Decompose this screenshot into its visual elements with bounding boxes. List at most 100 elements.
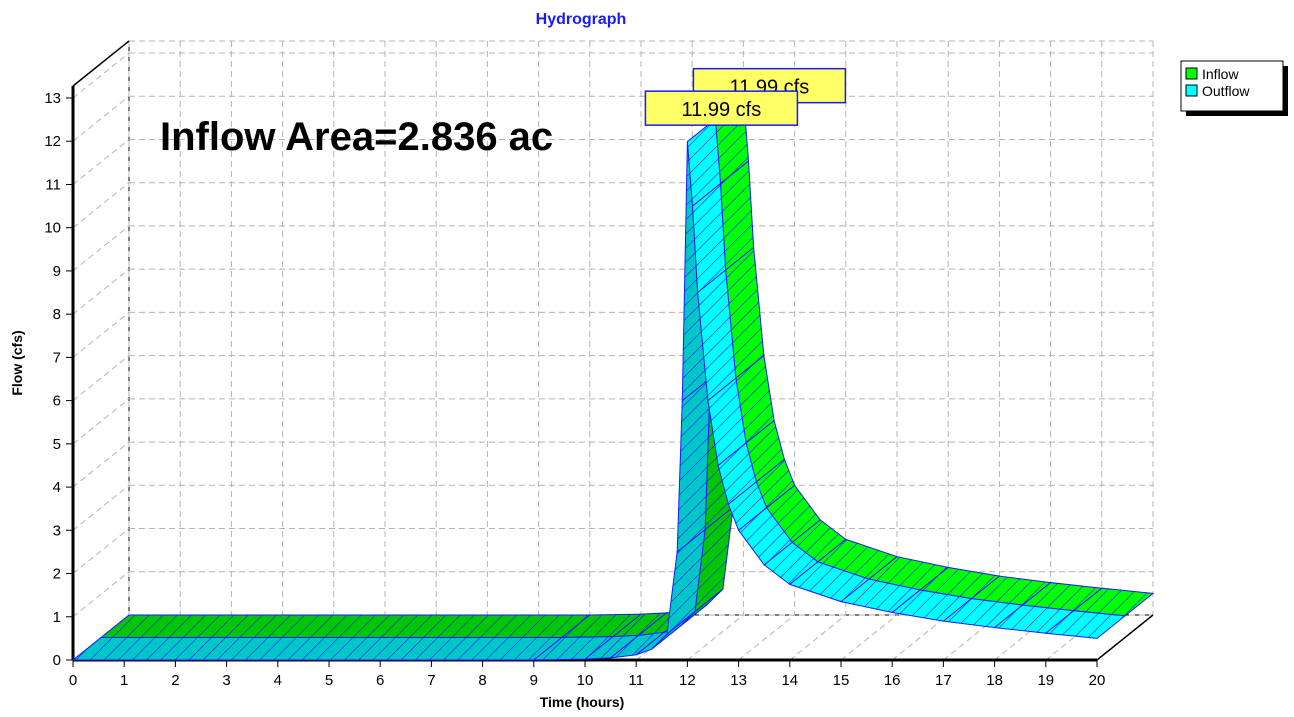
ribbon-hatch: [971, 576, 1051, 606]
grid-side-line-y: [72, 52, 130, 99]
ribbon-hatch: [692, 183, 726, 293]
x-tick-label: 18: [986, 672, 1003, 689]
ribbon-hatch: [892, 589, 972, 622]
peak-label: 11.99 cfs: [682, 99, 762, 121]
y-tick-label: 10: [44, 220, 61, 237]
x-tick-label: 11: [628, 672, 644, 689]
y-tick-label: 13: [44, 90, 61, 107]
ribbon-hatch: [735, 355, 775, 443]
grid-floor-line-x: [943, 614, 1000, 661]
x-tick-label: 9: [530, 672, 538, 689]
grid-side-line-y: [72, 139, 130, 185]
x-tick-label: 8: [478, 672, 486, 689]
series-inflow: [99, 95, 1155, 639]
peak-label-box: [644, 90, 799, 126]
x-tick-label: 20: [1089, 672, 1106, 689]
chart-title: Hydrograph: [536, 11, 627, 28]
ribbon-hatch: [687, 119, 721, 207]
series-layer: [71, 95, 1155, 661]
grid-floor-line-x: [738, 614, 795, 661]
ribbon-hatch: [764, 542, 818, 585]
grid-floor-line-x: [687, 614, 744, 661]
series-outflow: [71, 118, 1127, 661]
grid-side-line-y: [72, 182, 130, 229]
ribbon-hatch: [1073, 588, 1153, 616]
grid-floor-line-x: [840, 614, 898, 661]
grid-side-line-y: [72, 441, 130, 488]
ribbon-hatch: [841, 579, 921, 613]
legend-box: [1180, 60, 1284, 112]
y-tick-label: 0: [53, 652, 61, 669]
x-axis-right-edge: [1096, 614, 1154, 661]
ribbon-hatch: [666, 529, 706, 635]
ribbon-hatch: [73, 637, 562, 660]
y-tick-label: 12: [44, 133, 61, 150]
y-tick-label: 6: [53, 393, 61, 410]
grid-floor-line-x: [1045, 614, 1103, 661]
ribbon-hatch: [738, 507, 793, 565]
x-tick-label: 10: [577, 672, 594, 689]
grid-floor-line-x: [994, 614, 1051, 661]
grid-side-line-y: [72, 528, 130, 574]
grid-side-line-y: [72, 355, 130, 402]
x-tick-label: 5: [325, 672, 333, 689]
legend: Inflow Outflow: [1180, 60, 1288, 116]
y-tick-label: 7: [53, 349, 61, 366]
ribbon-hatch: [789, 561, 869, 602]
ribbon-hatch: [610, 632, 665, 658]
axes: 0 1 2 3 4 5 6 7 8 9 10 11 12 13 14 15 16 17 18 19 2001234567…: [44, 40, 1154, 689]
x-tick-label: 17: [935, 672, 952, 689]
ribbon-hatch: [817, 539, 897, 580]
ribbon-hatch: [561, 614, 641, 638]
grid-side-line-y: [72, 268, 130, 315]
grid-side-line-y: [72, 225, 130, 272]
ribbon-hatch: [920, 567, 1000, 599]
x-tick-label: 2: [171, 672, 179, 689]
grid-floor-line-x: [891, 614, 949, 661]
grid-side-line-y: [72, 484, 130, 531]
grid-side-line-y: [72, 311, 130, 358]
grid-floor-line-x: [789, 614, 847, 661]
ribbon-hatch: [613, 612, 667, 637]
legend-label-inflow: Inflow: [1202, 66, 1239, 82]
ribbon-hatch: [533, 636, 613, 660]
x-tick-label: 6: [376, 672, 384, 689]
x-tick-label: 19: [1037, 672, 1054, 689]
ribbon-hatch: [869, 556, 949, 590]
ribbon-hatch: [679, 589, 723, 627]
y-tick-label: 9: [53, 263, 61, 280]
x-axis-label: Time (hours): [540, 694, 625, 710]
ribbon-hatch: [707, 378, 747, 466]
legend-swatch-outflow: [1185, 84, 1198, 97]
ribbon-hatch: [677, 378, 711, 552]
y-axis-top-edge: [72, 40, 130, 87]
y-tick-label: 1: [53, 609, 61, 626]
grid-side-line-y: [72, 95, 130, 142]
y-tick-label: 3: [53, 522, 61, 539]
ribbon-hatch: [697, 270, 736, 401]
x-tick-label: 0: [69, 672, 77, 689]
y-tick-label: 5: [53, 436, 61, 453]
x-tick-label: 3: [222, 672, 230, 689]
x-tick-label: 13: [730, 672, 747, 689]
ribbon-hatch: [725, 247, 764, 379]
y-axis-label: Flow (cfs): [9, 330, 25, 395]
x-tick-label: 15: [833, 672, 850, 689]
ribbon-hatch: [101, 615, 590, 638]
ribbon-hatch: [1045, 610, 1125, 639]
x-tick-label: 7: [427, 672, 435, 689]
legend-swatch-inflow: [1185, 67, 1198, 80]
ribbon-hatch: [756, 459, 795, 508]
ribbon-hatch: [766, 485, 821, 543]
ribbon-hatch: [720, 161, 754, 271]
grid-side-line-y: [72, 571, 130, 618]
x-tick-label: 12: [679, 672, 696, 689]
inflow-area-annotation: Inflow Area=2.836 ac: [160, 115, 553, 159]
ribbon-hatch: [728, 481, 767, 531]
grid-side-line-y: [72, 398, 130, 445]
legend-label-outflow: Outflow: [1202, 83, 1250, 99]
ribbon-hatch: [943, 598, 1023, 628]
x-tick-label: 1: [120, 672, 128, 689]
